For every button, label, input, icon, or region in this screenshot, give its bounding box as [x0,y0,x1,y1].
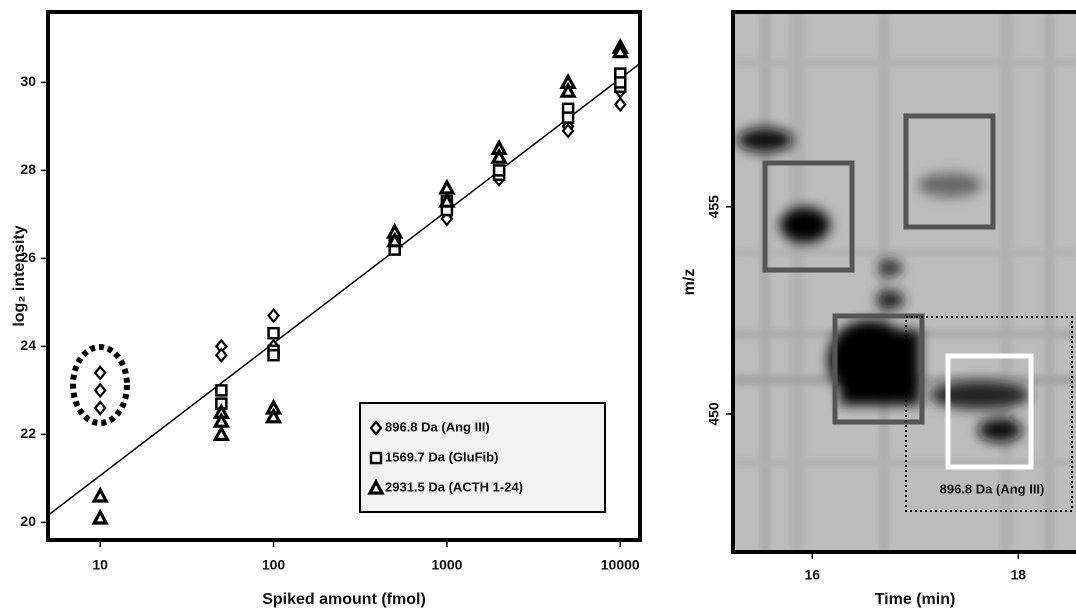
x-tick-label: 1000 [431,557,462,573]
x-axis-title: Spiked amount (fmol) [262,591,426,608]
annotation: 896.8 Da (Ang III) [940,481,1045,496]
triangle-marker [91,486,109,503]
square-marker [215,384,228,397]
image-frame [731,10,1076,554]
triangle-marker [367,478,385,495]
x-tick-label: 10000 [601,557,640,573]
y-tick-label: 450 [706,402,722,426]
square-marker [613,76,627,89]
y-tick-label: 20 [20,513,36,529]
x-tick-label: 16 [805,567,821,583]
triangle-marker [490,147,508,164]
square-marker [267,326,280,340]
triangle-marker [438,191,456,208]
legend-box [359,402,606,513]
triangle-marker [91,508,109,525]
square-marker [561,111,575,124]
y-axis-title: log₂ intensity [11,225,28,326]
legend-label: 2931.5 Da (ACTH 1-24) [385,479,523,494]
triangle-marker [559,81,577,98]
triangle-marker [438,178,456,195]
y-tick-label: 28 [20,161,36,177]
triangle-marker [611,42,629,59]
triangle-marker [212,425,231,441]
diamond-marker [214,347,228,363]
square-marker [267,348,280,362]
square-marker [492,164,506,177]
x-axis-title: Time (min) [875,591,956,608]
x-tick-label: 100 [262,557,286,573]
y-tick-label: 22 [20,425,36,441]
y-tick-label: 24 [20,337,36,353]
y-tick-label: 455 [706,195,722,219]
legend-label: 1569.7 Da (GluFib) [385,449,498,464]
x-tick-label: 10 [92,557,108,573]
diamond-marker [561,123,575,139]
y-axis-title: m/z [681,269,698,296]
y-tick-label: 30 [20,73,36,89]
diamond-marker [369,420,383,436]
legend-label: 896.8 Da (Ang III) [385,419,490,434]
x-tick-label: 18 [1011,567,1027,583]
fit-line [47,62,641,516]
y-tick-label: 26 [20,249,36,265]
highlight-circle [70,344,130,426]
diamond-marker [93,382,107,399]
triangle-marker [386,231,404,248]
spectrum-image [733,12,1076,552]
triangle-marker [264,407,283,424]
square-marker [369,451,383,465]
diamond-marker [267,307,280,324]
plot-frame [46,10,642,542]
diamond-marker [613,96,627,113]
diamond-marker [93,400,107,416]
diamond-marker [93,365,107,381]
